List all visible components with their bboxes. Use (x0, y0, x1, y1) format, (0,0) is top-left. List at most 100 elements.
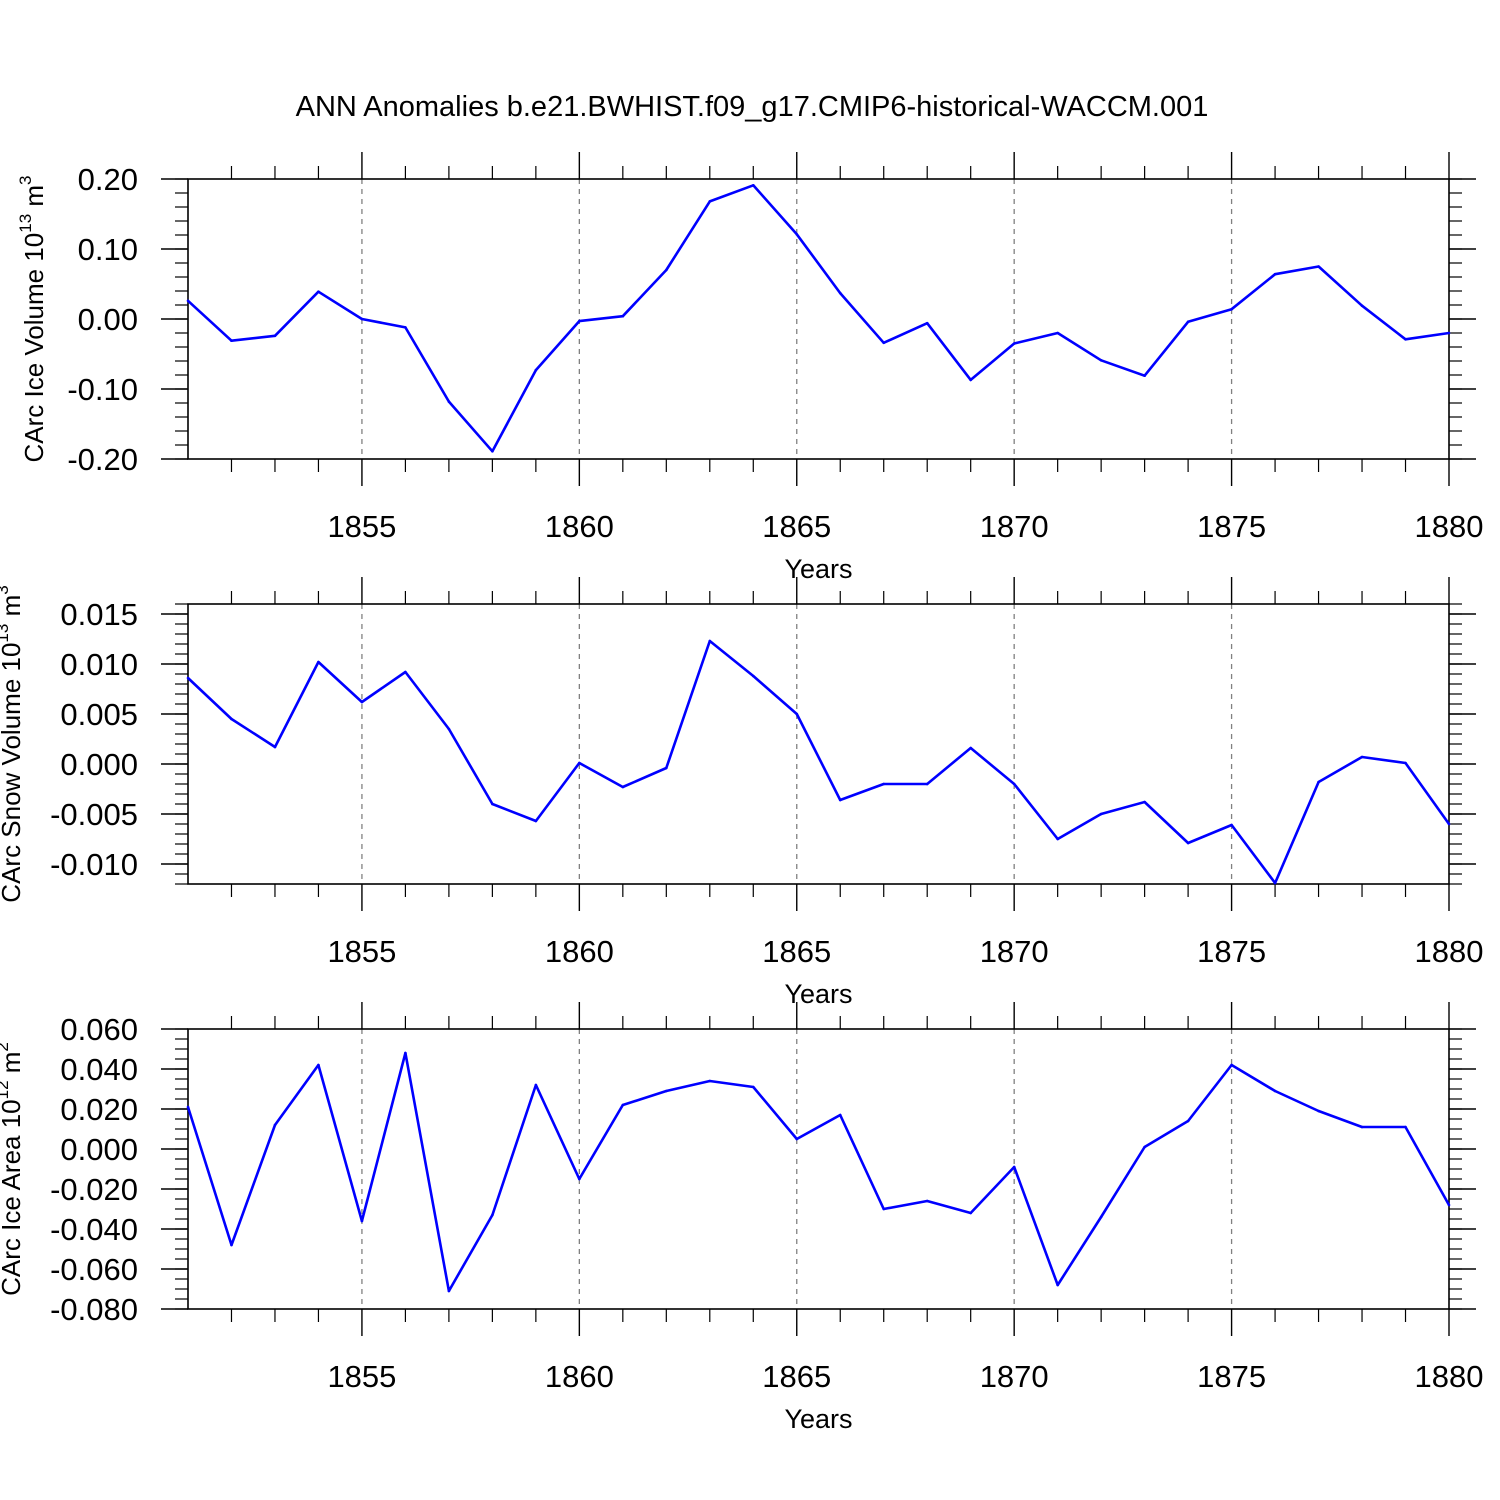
y-tick-label: -0.005 (50, 797, 138, 832)
data-point-1866 (838, 291, 842, 295)
data-point-1874 (1186, 841, 1190, 845)
data-point-1880 (1447, 331, 1451, 335)
data-point-1864 (751, 674, 755, 678)
data-point-1866 (838, 798, 842, 802)
data-point-1871 (1056, 837, 1059, 841)
y-tick-label: -0.060 (50, 1252, 138, 1287)
data-point-1868 (925, 782, 929, 786)
y-tick-label: 0.20 (78, 162, 138, 197)
data-point-1880 (1447, 1203, 1451, 1207)
data-point-1857 (447, 400, 451, 403)
data-point-1876 (1273, 881, 1277, 885)
data-point-1859 (534, 368, 538, 372)
data-point-1870 (1012, 782, 1016, 786)
data-point-1851 (186, 299, 190, 303)
data-point-1875 (1230, 823, 1233, 827)
x-axis-label: Years (784, 554, 852, 584)
series-line (187, 639, 1451, 885)
data-point-1854 (317, 290, 320, 294)
data-point-1858 (491, 1213, 494, 1217)
data-point-1864 (751, 184, 755, 187)
data-point-1858 (491, 450, 494, 453)
data-point-1870 (1012, 342, 1016, 345)
data-point-1866 (838, 1113, 842, 1117)
data-point-1857 (447, 727, 451, 731)
data-point-1854 (317, 1063, 320, 1067)
data-point-1877 (1317, 1109, 1320, 1113)
data-point-1862 (665, 268, 668, 272)
x-tick-label: 1880 (1415, 1359, 1484, 1394)
x-tick-label: 1880 (1415, 509, 1484, 544)
y-tick-label: -0.010 (50, 847, 138, 882)
y-tick-label: -0.20 (67, 442, 138, 477)
data-point-1867 (882, 341, 886, 345)
data-point-1852 (230, 717, 233, 721)
data-point-1851 (186, 1105, 190, 1109)
data-point-1874 (1186, 320, 1190, 324)
panel-ice-area: 0.060 0.040 0.020 0.000 -0.020 -0.040 -0.060 -0… (0, 1002, 1483, 1434)
data-point-1871 (1056, 1283, 1059, 1287)
data-point-1853 (273, 745, 277, 749)
data-point-1865 (795, 712, 799, 716)
data-point-1865 (795, 1137, 799, 1141)
data-point-1862 (665, 766, 668, 770)
x-tick-label: 1870 (980, 1359, 1049, 1394)
data-point-1869 (969, 378, 972, 382)
data-point-1856 (404, 1051, 407, 1055)
data-point-1873 (1143, 1145, 1146, 1149)
data-point-1876 (1273, 1089, 1277, 1093)
data-point-1861 (621, 314, 625, 318)
y-tick-label: -0.10 (67, 372, 138, 407)
data-point-1877 (1317, 780, 1320, 784)
x-tick-label: 1860 (545, 1359, 614, 1394)
series-line (186, 1051, 1451, 1293)
y-axis-label: CArc Snow Volume 1013 m3 (0, 585, 26, 902)
data-point-1856 (404, 326, 407, 329)
data-point-1863 (708, 1079, 712, 1083)
data-point-1861 (621, 785, 625, 789)
data-point-1879 (1404, 1125, 1407, 1129)
x-tick-label: 1865 (762, 509, 831, 544)
data-point-1873 (1143, 374, 1146, 378)
x-tick-label: 1860 (545, 509, 614, 544)
data-point-1864 (751, 1085, 755, 1089)
x-tick-label: 1870 (980, 509, 1049, 544)
x-tick-label: 1855 (327, 1359, 396, 1394)
data-point-1859 (534, 819, 538, 823)
x-tick-label: 1860 (545, 934, 614, 969)
data-point-1855 (360, 1219, 364, 1223)
data-point-1878 (1360, 304, 1364, 308)
x-tick-label: 1880 (1415, 934, 1484, 969)
data-point-1858 (491, 802, 494, 806)
x-axis-label: Years (784, 979, 852, 1009)
data-point-1868 (925, 1199, 929, 1203)
data-point-1857 (447, 1289, 451, 1293)
y-axis-label: CArc Ice Area 1012 m2 (0, 1042, 26, 1296)
data-point-1872 (1099, 812, 1103, 816)
y-tick-label: 0.00 (78, 302, 138, 337)
data-point-1869 (969, 746, 972, 750)
data-point-1853 (273, 334, 277, 338)
data-point-1865 (795, 233, 799, 236)
data-point-1851 (186, 676, 190, 680)
y-tick-label: 0.000 (60, 1132, 138, 1167)
data-point-1855 (360, 317, 364, 321)
x-tick-label: 1855 (327, 509, 396, 544)
data-point-1860 (578, 1177, 581, 1181)
data-point-1877 (1317, 265, 1320, 268)
x-tick-label: 1870 (980, 934, 1049, 969)
data-point-1871 (1056, 331, 1059, 335)
y-tick-label: 0.010 (60, 647, 138, 682)
data-point-1873 (1143, 800, 1146, 804)
data-point-1876 (1273, 272, 1277, 276)
data-point-1875 (1230, 1063, 1233, 1067)
y-axis-label: CArc Ice Volume 1013 m3 (16, 175, 49, 462)
data-point-1867 (882, 782, 886, 786)
data-point-1856 (404, 670, 407, 674)
x-tick-label: 1865 (762, 1359, 831, 1394)
data-point-1878 (1360, 755, 1364, 759)
figure-title: ANN Anomalies b.e21.BWHIST.f09_g17.CMIP6… (296, 91, 1209, 123)
y-tick-label: -0.040 (50, 1212, 138, 1247)
data-point-1852 (230, 1243, 233, 1247)
